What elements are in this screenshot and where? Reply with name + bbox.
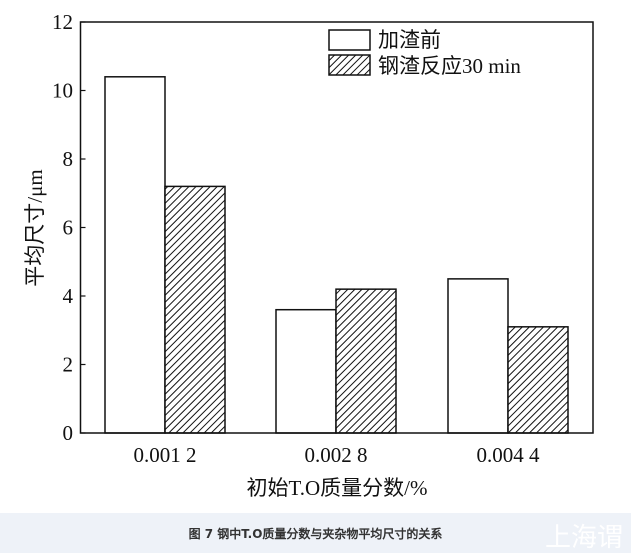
x-tick-label: 0.001 2 [134,443,197,467]
legend-swatch-before-slag [328,29,371,51]
legend: 加渣前 钢渣反应30 min [328,28,521,78]
bar-slag-reaction [335,288,397,434]
watermark: 上海谓 [545,523,624,553]
legend-label-before-slag: 加渣前 [378,28,441,52]
y-tick-label: 10 [52,79,73,103]
y-axis-label: 平均尺寸/μm [23,169,47,286]
caption-band: 图 7 钢中T.O质量分数与夹杂物平均尺寸的关系 上海谓 [0,513,631,553]
bar-chart: 0 2 4 6 8 10 12 0.001 2 0.002 8 0.004 4 初始T.O质量分… [23,10,594,500]
bar-slag-reaction [164,185,226,434]
legend-swatch-slag-reaction [328,54,371,76]
y-tick-label: 4 [63,284,74,308]
bar-before-slag [275,308,337,434]
bar-slag-reaction [507,326,569,434]
bar-before-slag [104,76,166,434]
bar-before-slag [447,278,509,434]
y-tick-label: 6 [63,216,74,240]
x-tick-label: 0.004 4 [477,443,541,467]
y-tick-label: 8 [63,147,74,171]
x-axis-label: 初始T.O质量分数/% [246,476,427,500]
figure-caption: 图 7 钢中T.O质量分数与夹杂物平均尺寸的关系 [188,527,443,541]
x-tick-label: 0.002 8 [305,443,368,467]
y-tick-label: 12 [52,10,73,34]
legend-label-slag-reaction: 钢渣反应30 min [378,54,521,78]
y-tick-label: 0 [63,421,74,445]
y-tick-label: 2 [63,353,74,377]
